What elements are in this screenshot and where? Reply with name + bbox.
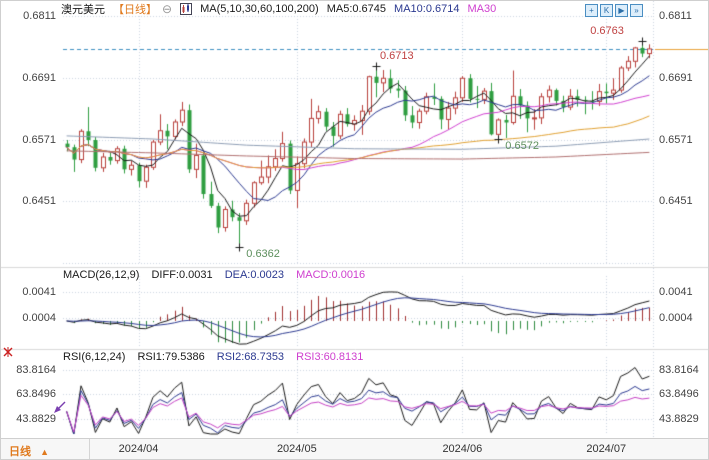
main-chart-header: 澳元美元 【日线】 ⊖ MA(5,10,30,60,100,200) MA5:0… bbox=[61, 2, 504, 16]
kline-chart-icon[interactable] bbox=[180, 3, 193, 15]
ma30-value: MA30 bbox=[467, 3, 497, 15]
chart-toolbar: + K ▶» bbox=[585, 4, 645, 17]
macd-diff-value: DIFF:0.0031 bbox=[151, 269, 213, 281]
period-tag[interactable]: 【日线】 bbox=[113, 4, 157, 16]
bottom-bar-divider bbox=[89, 439, 90, 459]
rsi1-value: RSI1:79.5386 bbox=[137, 351, 205, 363]
macd-macd-value: MACD:0.0016 bbox=[296, 269, 366, 281]
bottom-time-bar: 日线 ▲ 2024/04 2024/05 2024/06 2024/07 bbox=[1, 438, 708, 459]
x-axis-month-label: 2024/06 bbox=[442, 443, 483, 455]
pan-icon[interactable]: + bbox=[585, 4, 598, 17]
rsi3-value: RSI3:60.8131 bbox=[296, 351, 364, 363]
macd-params-label: MACD(26,12,9) bbox=[63, 269, 140, 281]
trend-arrow-icon[interactable] bbox=[53, 401, 66, 417]
macd-dea-value: DEA:0.0023 bbox=[224, 269, 285, 281]
period-tab-label: 日线 bbox=[9, 446, 31, 458]
ma-settings-label: MA(5,10,30,60,100,200) bbox=[200, 3, 319, 15]
red-marker-icon[interactable] bbox=[3, 347, 13, 360]
page-right-icon[interactable]: » bbox=[630, 4, 643, 17]
ma10-value: MA10:0.6714 bbox=[394, 3, 460, 15]
x-axis-month-label: 2024/04 bbox=[118, 443, 159, 455]
x-axis-month-label: 2024/05 bbox=[276, 443, 317, 455]
rsi-params-label: RSI(6,12,24) bbox=[63, 351, 126, 363]
symbol-title: 澳元美元 bbox=[61, 4, 105, 16]
macd-header: MACD(26,12,9) DIFF:0.0031 DEA:0.0023 MAC… bbox=[63, 269, 374, 281]
x-axis-month-label: 2024/07 bbox=[586, 443, 627, 455]
rsi2-value: RSI2:68.7353 bbox=[216, 351, 285, 363]
triangle-up-icon: ▲ bbox=[40, 447, 49, 457]
scroll-right-icon[interactable]: ▶ bbox=[615, 4, 628, 17]
period-tab-daily[interactable]: 日线 ▲ bbox=[9, 443, 49, 459]
ma5-value: MA5:0.6745 bbox=[326, 3, 387, 15]
indicator-window-icon[interactable]: K bbox=[600, 4, 613, 17]
collapse-icon[interactable]: ⊖ bbox=[162, 2, 173, 16]
rsi-header: RSI(6,12,24) RSI1:79.5386 RSI2:68.7353 R… bbox=[63, 351, 372, 363]
